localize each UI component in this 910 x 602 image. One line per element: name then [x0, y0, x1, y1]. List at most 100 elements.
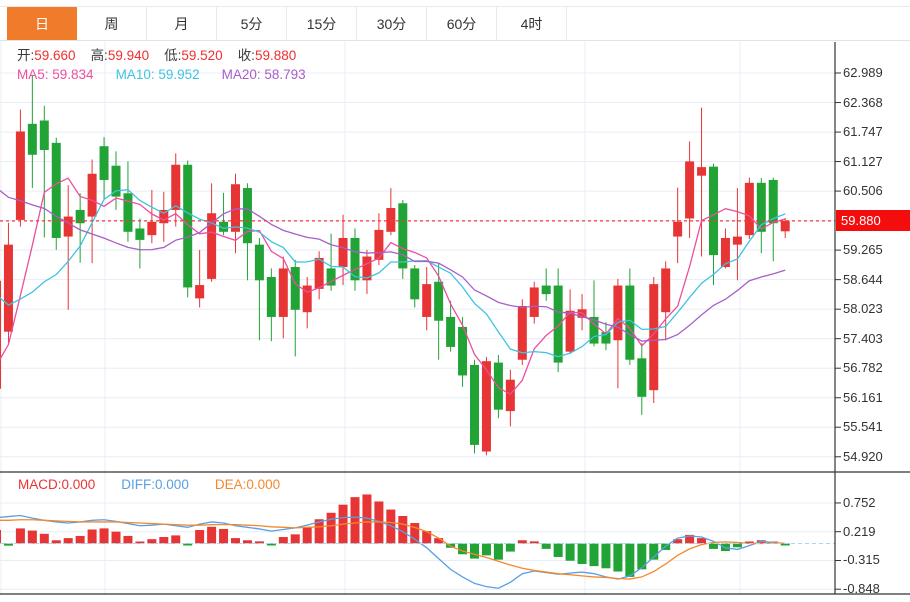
macd-bar — [242, 540, 252, 544]
macd-bar — [649, 543, 659, 560]
candle — [685, 161, 695, 219]
macd-bar — [159, 537, 169, 544]
macd-bar — [470, 543, 479, 559]
macd-tick-label: -0.848 — [843, 581, 880, 597]
ohlc-value: 59.520 — [181, 48, 223, 63]
candle — [493, 362, 503, 410]
candle — [171, 164, 181, 210]
macd-bar — [99, 528, 109, 544]
candle — [302, 285, 312, 313]
macd-bar — [613, 543, 623, 572]
macd-bar — [553, 543, 563, 557]
macd-bar — [398, 516, 408, 544]
ohlc-legend: 开: 59.660 高: 59.940 低: 59.520 收: 59.880 — [17, 48, 311, 63]
tab-week[interactable]: 周 — [77, 7, 147, 40]
candle — [386, 208, 396, 232]
ohlc-label: 高: — [90, 48, 108, 63]
macd-bar — [326, 512, 336, 544]
candle — [111, 165, 121, 197]
macd-bar — [350, 497, 360, 544]
candle — [589, 316, 599, 344]
macd-bar — [541, 543, 551, 549]
candle — [27, 123, 37, 155]
candle — [661, 268, 671, 313]
candle — [422, 284, 432, 317]
macd-bar — [673, 539, 683, 544]
diff-line — [0, 514, 786, 589]
macd-bar — [601, 543, 611, 569]
candle — [362, 256, 372, 281]
macd-bar — [481, 543, 491, 556]
price-tick-label: 55.541 — [843, 419, 883, 435]
candle — [159, 209, 169, 224]
macd-bar — [51, 540, 61, 544]
macd-bar — [87, 529, 97, 544]
macd-tick-label: -0.315 — [843, 552, 880, 568]
candle — [458, 326, 468, 376]
candle — [39, 120, 49, 150]
macd-bar — [266, 543, 276, 546]
candle — [505, 379, 515, 412]
candle — [326, 268, 336, 286]
candle — [135, 228, 145, 240]
macd-bar — [362, 494, 372, 544]
candle — [637, 358, 647, 397]
tab-30min[interactable]: 30分 — [357, 7, 427, 40]
macd-bar — [0, 530, 1, 544]
candle — [446, 316, 456, 347]
macd-panel[interactable] — [0, 494, 790, 589]
tab-15min[interactable]: 15分 — [287, 7, 357, 40]
macd-tick-label: 0.219 — [843, 523, 876, 539]
price-tick-label: 58.023 — [843, 301, 883, 317]
candle — [649, 284, 659, 391]
candle — [481, 361, 491, 452]
macd-legend: MACD:0.000 DIFF:0.000 DEA:0.000 — [18, 477, 306, 492]
candle — [254, 244, 264, 281]
macd-bar — [505, 543, 515, 552]
price-tick-label: 57.403 — [843, 330, 883, 346]
candle — [541, 285, 551, 295]
price-tick-label: 61.747 — [843, 124, 883, 140]
price-tick-label: 59.265 — [843, 242, 883, 258]
tab-5min[interactable]: 5分 — [217, 7, 287, 40]
candle — [756, 182, 766, 232]
candle — [697, 167, 707, 176]
macd-bar — [565, 543, 575, 561]
candle — [51, 142, 61, 238]
price-panel[interactable] — [0, 74, 790, 456]
dea-value-label: DEA:0.000 — [214, 477, 281, 492]
ma20-legend: MA20: 58.793 — [221, 67, 306, 82]
candle — [242, 188, 252, 244]
macd-bar — [410, 523, 420, 544]
candle — [517, 305, 527, 360]
macd-bar — [302, 527, 312, 544]
price-tick-label: 60.506 — [843, 183, 883, 199]
candle — [290, 266, 300, 310]
macd-bar — [434, 538, 444, 544]
tab-4hour[interactable]: 4时 — [497, 7, 567, 40]
candle — [720, 237, 730, 267]
tab-month[interactable]: 月 — [147, 7, 217, 40]
macd-bar — [386, 509, 396, 544]
price-tick-label: 58.644 — [843, 271, 883, 287]
candle — [553, 285, 563, 363]
tab-60min[interactable]: 60分 — [427, 7, 497, 40]
macd-bar — [625, 543, 635, 577]
candle — [732, 236, 742, 245]
tab-day[interactable]: 日 — [7, 7, 77, 40]
macd-bar — [709, 543, 718, 549]
candle — [63, 216, 73, 237]
candle — [278, 268, 288, 317]
ma10-line — [0, 188, 786, 358]
macd-bar — [637, 543, 647, 570]
macd-bar — [171, 535, 181, 544]
candle — [673, 221, 683, 237]
tab-bar: 日周月 5分 15分 30分 60分 4时 — [0, 6, 910, 41]
current-price-tag: 59.880 — [836, 210, 910, 232]
macd-bar — [685, 534, 695, 544]
macd-bar — [3, 543, 13, 546]
macd-bar — [254, 541, 264, 544]
macd-bar — [422, 531, 432, 544]
macd-bar — [123, 535, 133, 544]
